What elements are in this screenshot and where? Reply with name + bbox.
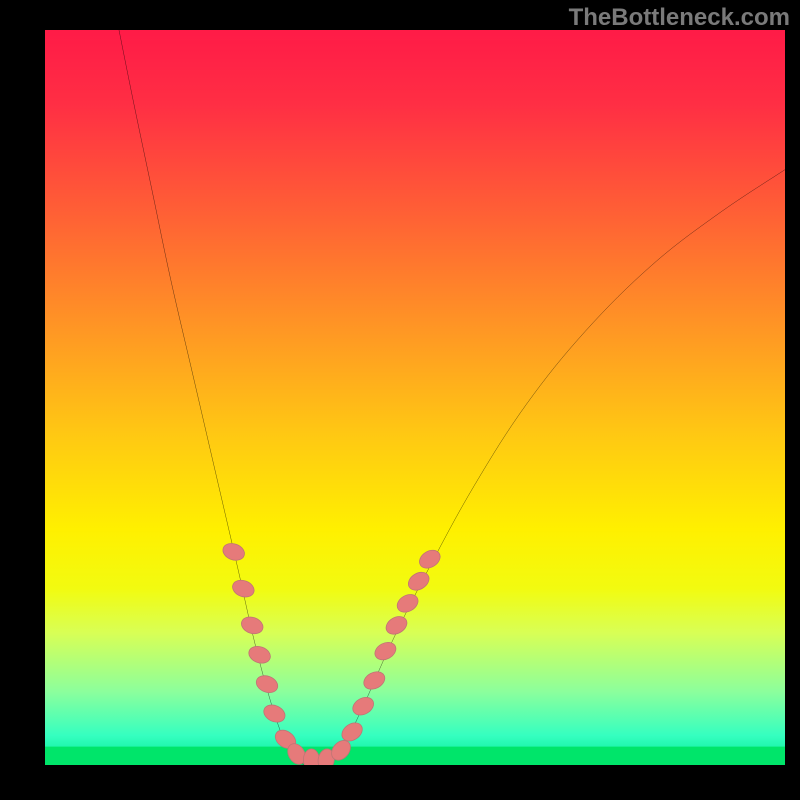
chart-svg bbox=[45, 30, 785, 765]
data-point bbox=[230, 577, 256, 599]
curve-left-branch bbox=[119, 30, 304, 765]
bottom-strip bbox=[45, 747, 785, 765]
data-point bbox=[254, 673, 281, 696]
curve-group bbox=[119, 30, 785, 765]
dots-group bbox=[221, 541, 444, 765]
data-point bbox=[383, 613, 410, 638]
data-point bbox=[361, 668, 388, 692]
data-point bbox=[261, 702, 288, 726]
chart-container: TheBottleneck.com bbox=[0, 0, 800, 800]
data-point bbox=[350, 694, 377, 719]
data-point bbox=[416, 547, 443, 572]
watermark-text: TheBottleneck.com bbox=[569, 4, 790, 32]
data-point bbox=[246, 644, 272, 666]
data-point bbox=[372, 639, 399, 663]
data-point bbox=[405, 569, 432, 594]
plot-area bbox=[45, 30, 785, 765]
data-point bbox=[239, 614, 265, 636]
bottom-strip-rect bbox=[45, 747, 785, 765]
curve-right-branch bbox=[326, 170, 785, 765]
data-point bbox=[221, 541, 247, 563]
data-point bbox=[394, 591, 421, 616]
